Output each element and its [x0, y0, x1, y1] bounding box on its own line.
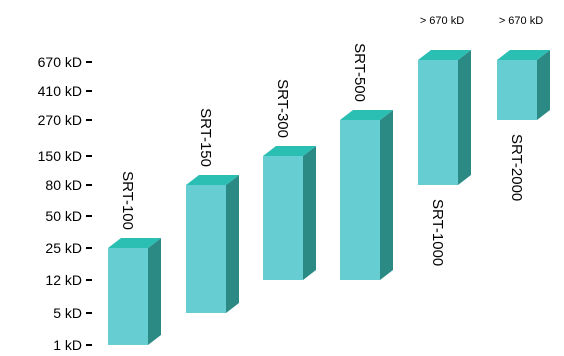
bar-front [186, 185, 226, 313]
bar-front [263, 156, 303, 280]
y-tick-label: 50 kD [45, 208, 82, 224]
overflow-label: > 670 kD [499, 15, 543, 27]
bar-top [497, 50, 550, 60]
bar-top [263, 146, 316, 156]
overflow-label: > 670 kD [420, 15, 464, 27]
bar-srt-100 [108, 238, 161, 345]
y-tick-label: 150 kD [38, 148, 82, 164]
column-labels: SRT-100 SRT-150 SRT-300 SRT-500 SRT-1000 > 67… [119, 15, 543, 266]
bar-side [303, 146, 316, 280]
y-tick-label: 25 kD [45, 240, 82, 256]
column-label: SRT-1000 [429, 199, 446, 266]
y-tick-label: 80 kD [45, 177, 82, 193]
bar-side [148, 238, 161, 345]
bar-front [340, 120, 380, 280]
bar-front [497, 60, 537, 120]
bar-side [537, 50, 550, 120]
column-label: SRT-300 [274, 79, 291, 138]
bar-front [108, 248, 148, 345]
bar-srt-1000 [418, 50, 471, 185]
y-axis: 1 kD 5 kD 12 kD 25 kD 50 kD 80 kD 150 kD 270 kD… [38, 54, 92, 353]
bar-top [418, 50, 471, 60]
bars [108, 50, 550, 345]
bar-top [186, 175, 239, 185]
bar-srt-300 [263, 146, 316, 280]
bar-srt-500 [340, 110, 393, 280]
y-tick-label: 270 kD [38, 112, 82, 128]
column-label: SRT-2000 [508, 134, 525, 201]
column-label: SRT-100 [119, 171, 136, 230]
bar-side [226, 175, 239, 313]
bar-srt-2000 [497, 50, 550, 120]
bar-side [380, 110, 393, 280]
y-tick-label: 410 kD [38, 83, 82, 99]
bar-front [418, 60, 458, 185]
bar-side [458, 50, 471, 185]
column-label: SRT-500 [351, 43, 368, 102]
y-tick-label: 12 kD [45, 272, 82, 288]
y-tick-label: 670 kD [38, 54, 82, 70]
bar-top [108, 238, 161, 248]
bar-srt-150 [186, 175, 239, 313]
column-label: SRT-150 [197, 108, 214, 167]
y-tick-label: 1 kD [53, 337, 82, 353]
bar-top [340, 110, 393, 120]
y-tick-label: 5 kD [53, 305, 82, 321]
